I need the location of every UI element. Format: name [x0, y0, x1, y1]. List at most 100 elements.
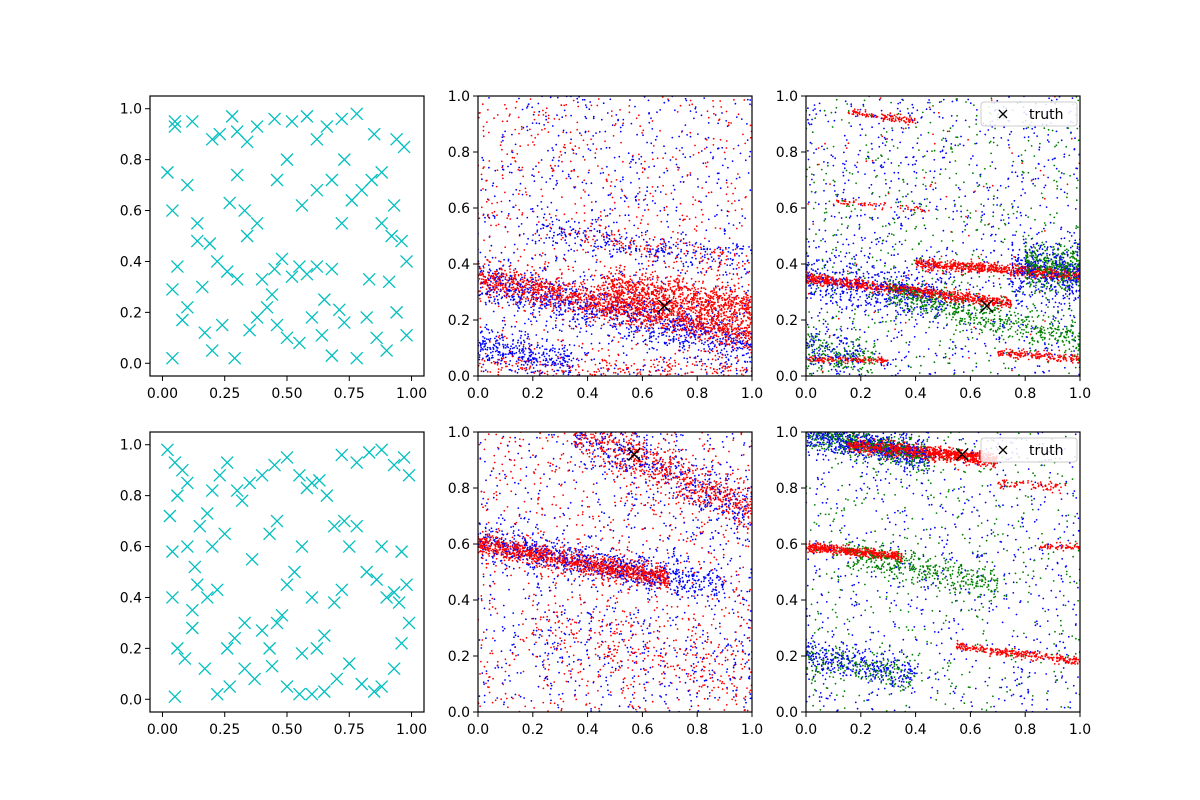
axes-frame: [149, 431, 425, 713]
sample-dots: [478, 433, 750, 712]
sample-dots: [478, 432, 752, 708]
data-point: [397, 450, 411, 464]
truth-marker: [955, 447, 969, 461]
data-point: [190, 234, 204, 248]
data-point: [395, 234, 409, 248]
data-point: [220, 456, 234, 470]
data-point: [240, 229, 254, 243]
data-point: [165, 204, 179, 218]
data-point: [375, 540, 389, 554]
data-point: [188, 560, 202, 574]
y-tick-label: 0.2: [776, 649, 798, 665]
data-point: [205, 484, 219, 498]
data-point: [325, 262, 339, 276]
data-point: [220, 265, 234, 279]
data-point: [400, 254, 414, 268]
data-point: [350, 456, 364, 470]
data-point: [310, 132, 324, 146]
sample-dots: [479, 432, 752, 708]
sample-dots: [806, 98, 1080, 375]
axes-frame: [805, 431, 1081, 713]
data-point: [295, 198, 309, 212]
y-tick-label: 0.2: [448, 649, 470, 665]
data-point: [387, 585, 401, 599]
data-point: [270, 616, 284, 630]
x-tick-label: 0.6: [959, 722, 981, 738]
data-point: [330, 672, 344, 686]
data-point: [367, 127, 381, 141]
data-point: [280, 153, 294, 167]
data-point: [317, 629, 331, 643]
data-point: [263, 641, 277, 655]
sample-dots: [480, 433, 752, 711]
data-point: [190, 578, 204, 592]
y-tick-label: 0.8: [120, 489, 142, 505]
data-point: [255, 468, 269, 482]
x-tick-label: 0.25: [209, 722, 240, 738]
x-tick-label: 0.50: [271, 722, 302, 738]
data-point: [342, 540, 356, 554]
y-tick-label: 0.0: [120, 356, 142, 372]
data-point: [387, 662, 401, 676]
x-tick-label: 0.4: [904, 722, 926, 738]
data-point: [285, 270, 299, 284]
data-point: [240, 135, 254, 149]
panel-top-right: 0.0 0.2 0.4 0.6 0.8 1.0 0.0 0.2 0.4 0.6 0.8 1.0 trut…: [776, 89, 1091, 402]
panel-top-left: 0.00 0.25 0.50 0.75 1.00 0.0 0.2 0.4 0.6 0.8 1.0: [120, 95, 427, 402]
y-tick-label: 0.8: [120, 153, 142, 169]
data-point: [270, 514, 284, 528]
data-point: [205, 540, 219, 554]
data-point: [228, 631, 242, 645]
sample-dots: [478, 99, 752, 376]
data-point: [268, 262, 282, 276]
sample-dots: [809, 439, 1078, 665]
y-tick-label: 0.8: [776, 481, 798, 497]
data-point: [243, 323, 257, 337]
plot-area: [160, 443, 416, 704]
data-point: [198, 326, 212, 340]
sample-dots: [806, 99, 1080, 376]
data-point: [360, 310, 374, 324]
data-point: [160, 165, 174, 179]
data-point: [350, 519, 364, 533]
data-point: [325, 173, 339, 187]
data-point: [375, 443, 389, 457]
y-tick-label: 0.6: [120, 204, 142, 220]
data-point: [170, 489, 184, 503]
x-tick-label: 0.0: [795, 722, 817, 738]
y-tick-label: 0.4: [120, 254, 142, 270]
data-point: [337, 153, 351, 167]
data-point: [168, 690, 182, 704]
data-point: [280, 680, 294, 694]
data-point: [395, 545, 409, 559]
x-tick-label: 0.00: [147, 386, 178, 402]
sample-dots: [806, 105, 1080, 372]
legend-box: [980, 101, 1078, 127]
data-point: [225, 109, 239, 123]
sample-dots: [806, 102, 1080, 375]
data-point: [335, 216, 349, 230]
y-tick-label: 0.6: [448, 537, 470, 553]
data-point: [362, 272, 376, 286]
sample-dots: [478, 99, 752, 376]
plot-area: [478, 432, 752, 712]
data-point: [185, 621, 199, 635]
sample-dots: [806, 101, 1080, 376]
x-tick-label: 0.2: [850, 722, 872, 738]
data-point: [395, 636, 409, 650]
panel-bottom-right: 0.0 0.2 0.4 0.6 0.8 1.0 0.0 0.2 0.4 0.6 0.8 1.0 trut…: [776, 425, 1091, 738]
axes-frame: [477, 431, 753, 713]
data-point: [213, 468, 227, 482]
sample-dots: [478, 96, 749, 376]
sample-dots: [807, 439, 1079, 665]
data-point: [355, 183, 369, 197]
data-point: [312, 473, 326, 487]
data-point: [397, 140, 411, 154]
x-tick-label: 0.8: [1014, 386, 1036, 402]
data-point: [210, 687, 224, 701]
data-point: [380, 344, 394, 358]
data-point: [288, 565, 301, 579]
data-point: [180, 476, 194, 490]
data-point: [325, 349, 339, 363]
data-point: [230, 484, 244, 498]
